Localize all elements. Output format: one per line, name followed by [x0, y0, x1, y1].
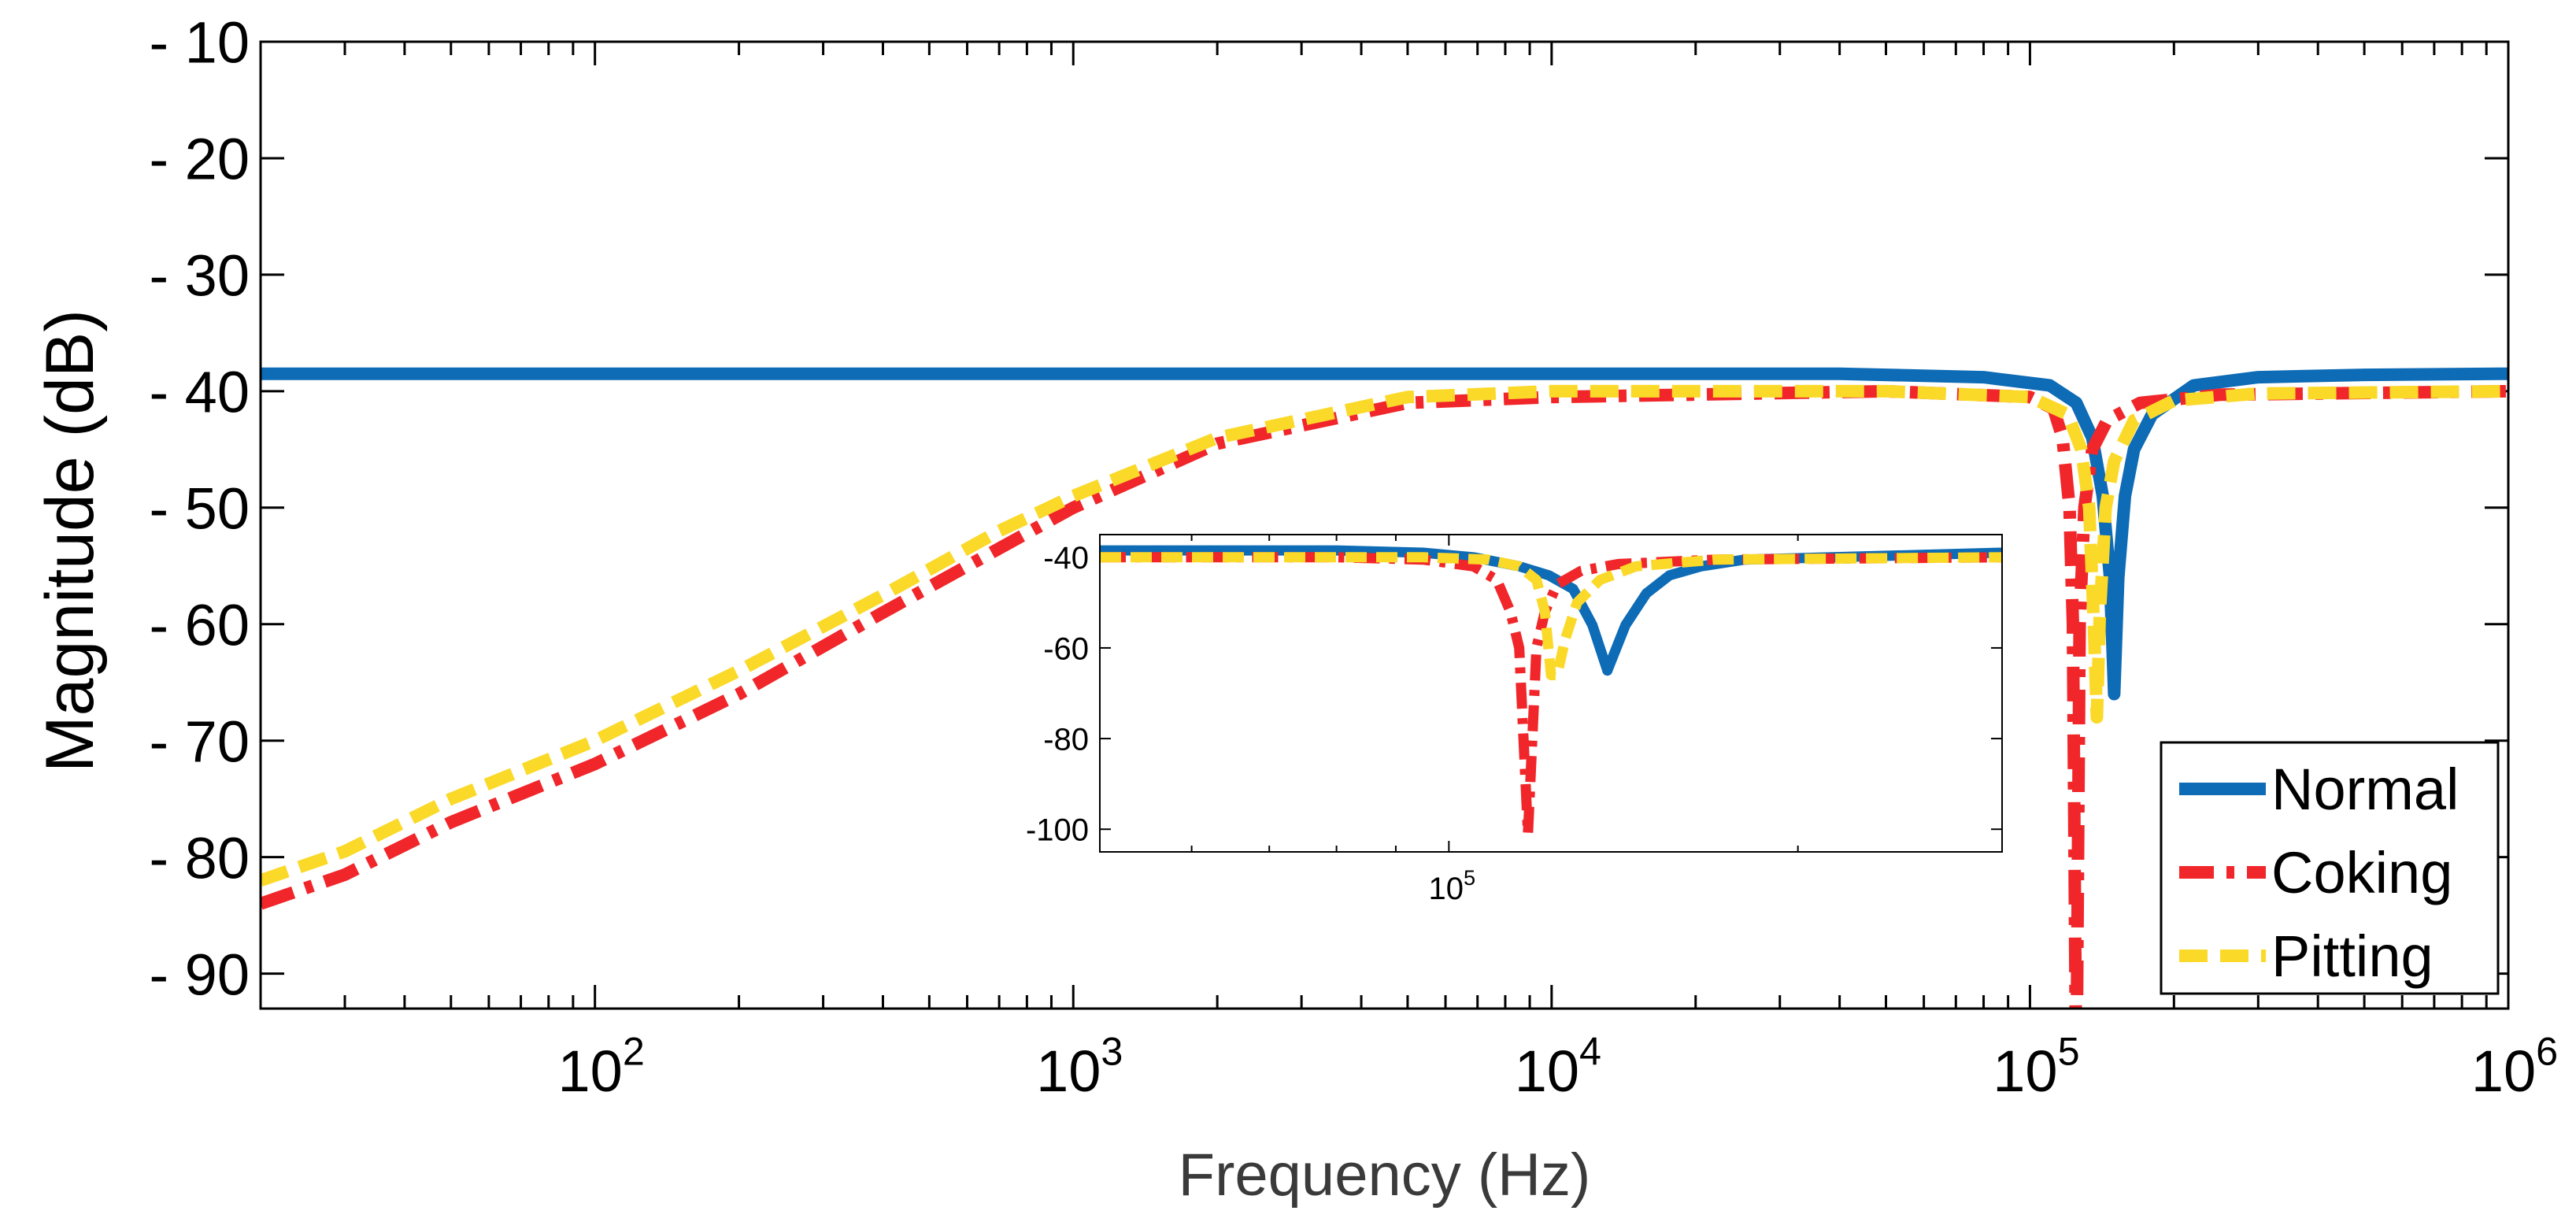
- inset-x-tick-base: 10: [1429, 872, 1464, 906]
- main-x-tick-label: 104: [1515, 1029, 1601, 1104]
- inset-plot-frame: [1099, 534, 2003, 853]
- main-x-tick-label: 106: [2471, 1029, 2558, 1104]
- main-series-line-normal: [261, 367, 2508, 701]
- inset-series-group: [1100, 545, 2002, 839]
- main-x-tick-base: 10: [558, 1038, 623, 1104]
- main-y-tick-label: - 80: [149, 825, 250, 890]
- inset-y-tick-label: -80: [1043, 722, 1089, 757]
- main-y-tick-label: - 50: [149, 476, 250, 541]
- x-axis-title: Frequency (Hz): [1179, 1142, 1591, 1209]
- inset-y-tick-label: -60: [1043, 631, 1089, 666]
- main-x-tick-exponent: 5: [2058, 1029, 2080, 1074]
- main-x-tick-exponent: 3: [1101, 1029, 1123, 1074]
- y-axis-title: Magnitude (dB): [32, 309, 108, 772]
- main-y-tick-label: - 10: [149, 10, 250, 76]
- main-plot-frame: [259, 40, 2510, 1010]
- legend-label-normal: Normal: [2271, 757, 2459, 822]
- inset-series-line-pitting: [1100, 552, 2002, 680]
- main-y-tick-label: - 60: [149, 592, 250, 657]
- inset-plot-background: [1100, 535, 2002, 852]
- inset-y-tick-label: -100: [1026, 813, 1089, 848]
- main-series-line-pitting: [261, 384, 2508, 887]
- main-y-tick-label: - 70: [149, 709, 250, 774]
- main-x-tick-base: 10: [1515, 1038, 1579, 1104]
- legend-label-pitting: Pitting: [2271, 924, 2434, 989]
- main-y-tick-label: - 90: [149, 942, 250, 1007]
- main-x-tick-base: 10: [1993, 1038, 2057, 1104]
- inset-x-tick-exponent: 5: [1464, 865, 1475, 890]
- main-y-tick-label: - 40: [149, 359, 250, 424]
- inset-plot: 105 -40 -60 -80 -100: [1026, 534, 2003, 906]
- main-series-line-coking: [261, 384, 2508, 1009]
- main-y-tick-label: - 30: [149, 243, 250, 309]
- main-x-tick-base: 10: [1036, 1038, 1101, 1104]
- legend: Normal Coking Pitting: [2160, 741, 2500, 995]
- main-series-group: [261, 367, 2508, 1009]
- main-x-tick-base: 10: [2471, 1038, 2536, 1104]
- main-x-tick-exponent: 4: [1579, 1029, 1601, 1074]
- main-x-tick-exponent: 6: [2536, 1029, 2558, 1074]
- legend-label-coking: Coking: [2271, 840, 2452, 905]
- inset-y-tick-label: -40: [1043, 541, 1089, 576]
- main-x-tick-label: 103: [1036, 1029, 1123, 1104]
- main-y-tick-label: - 20: [149, 127, 250, 192]
- main-x-tick-label: 105: [1993, 1029, 2079, 1104]
- main-x-tick-label: 102: [558, 1029, 645, 1104]
- main-x-tick-exponent: 2: [623, 1029, 645, 1074]
- inset-x-tick-label: 105: [1429, 865, 1476, 906]
